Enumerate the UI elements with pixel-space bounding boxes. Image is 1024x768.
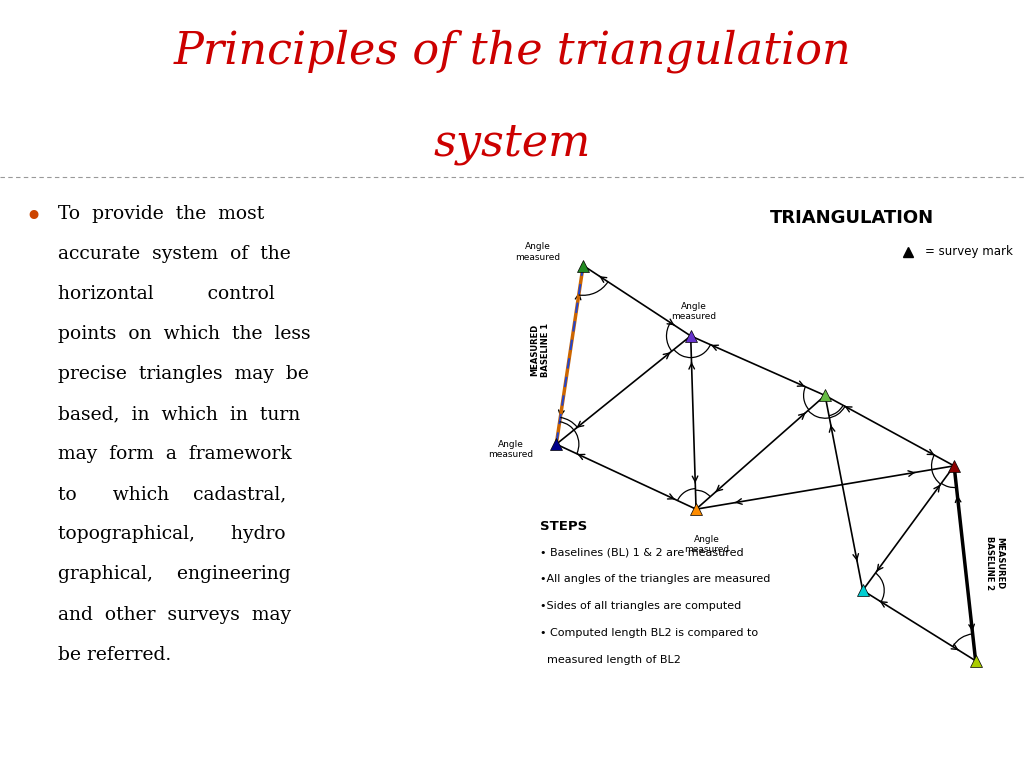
Text: be referred.: be referred.	[58, 646, 172, 664]
Text: measured length of BL2: measured length of BL2	[541, 655, 681, 665]
Text: based,  in  which  in  turn: based, in which in turn	[58, 406, 301, 423]
Text: Angle
measured: Angle measured	[671, 302, 716, 321]
Text: = survey mark: = survey mark	[925, 246, 1013, 259]
Text: Angle
measured: Angle measured	[488, 440, 534, 459]
Text: • Baselines (BL) 1 & 2 are measured: • Baselines (BL) 1 & 2 are measured	[541, 547, 743, 557]
Text: • Computed length BL2 is compared to: • Computed length BL2 is compared to	[541, 628, 759, 638]
Text: •: •	[25, 204, 42, 232]
Text: To  provide  the  most: To provide the most	[58, 205, 264, 223]
Text: TRIANGULATION: TRIANGULATION	[770, 209, 934, 227]
Text: system: system	[433, 122, 591, 165]
Text: points  on  which  the  less: points on which the less	[58, 325, 311, 343]
Text: precise  triangles  may  be: precise triangles may be	[58, 365, 309, 383]
Text: MEASURED
BASELINE 1: MEASURED BASELINE 1	[530, 323, 550, 376]
Text: may  form  a  framework: may form a framework	[58, 445, 292, 463]
Text: graphical,    engineering: graphical, engineering	[58, 565, 291, 584]
Text: to      which    cadastral,: to which cadastral,	[58, 485, 287, 503]
Text: •All angles of the triangles are measured: •All angles of the triangles are measure…	[541, 574, 770, 584]
Text: horizontal         control: horizontal control	[58, 285, 275, 303]
Text: Principles of the triangulation: Principles of the triangulation	[173, 30, 851, 74]
Text: Angle
measured: Angle measured	[515, 242, 560, 262]
Text: Angle
measured: Angle measured	[684, 535, 729, 554]
Text: •Sides of all triangles are computed: •Sides of all triangles are computed	[541, 601, 741, 611]
Text: accurate  system  of  the: accurate system of the	[58, 245, 291, 263]
Text: topographical,      hydro: topographical, hydro	[58, 525, 286, 544]
Text: STEPS: STEPS	[541, 520, 588, 533]
Text: MEASURED
BASELINE 2: MEASURED BASELINE 2	[985, 536, 1005, 591]
Text: and  other  surveys  may: and other surveys may	[58, 605, 292, 624]
